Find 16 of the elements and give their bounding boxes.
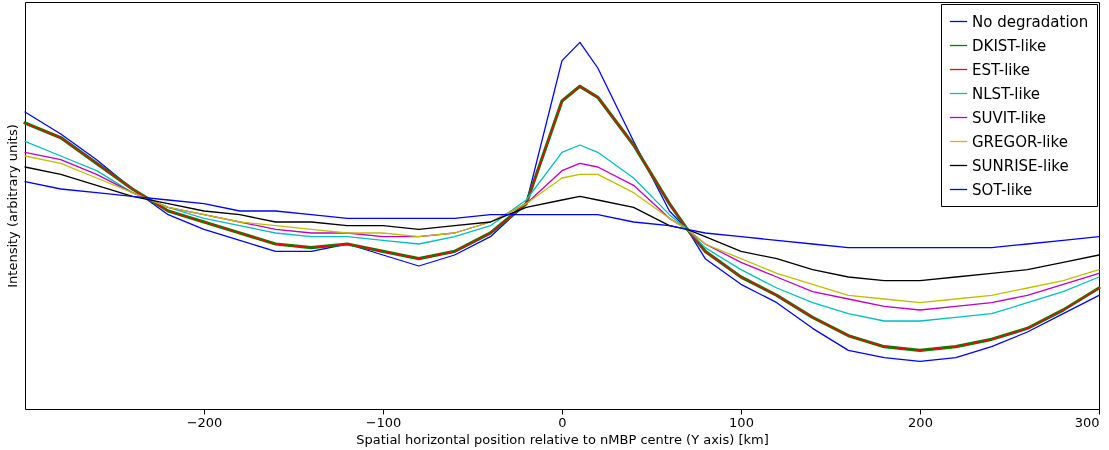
x-tick-label: 0 bbox=[558, 414, 567, 430]
x-axis-title: Spatial horizontal position relative to nMBP centre (Y axis) [km] bbox=[356, 431, 769, 447]
legend-label: GREGOR-like bbox=[972, 132, 1068, 151]
x-tick-label: 300 bbox=[1074, 414, 1100, 430]
legend-label: DKIST-like bbox=[972, 36, 1047, 55]
x-tick-label: −200 bbox=[186, 414, 223, 430]
y-axis-title: Intensity (arbitrary units) bbox=[4, 124, 20, 288]
legend-label: SUVIT-like bbox=[972, 108, 1047, 127]
x-tick-label: 100 bbox=[729, 414, 754, 430]
legend-label: SOT-like bbox=[972, 180, 1033, 199]
legend-label: SUNRISE-like bbox=[972, 156, 1069, 175]
legend-label: EST-like bbox=[972, 60, 1030, 79]
x-tick-label: 200 bbox=[908, 414, 933, 430]
legend-label: NLST-like bbox=[972, 84, 1041, 103]
legend-label: No degradation bbox=[972, 12, 1089, 31]
x-tick-label: −100 bbox=[365, 414, 402, 430]
